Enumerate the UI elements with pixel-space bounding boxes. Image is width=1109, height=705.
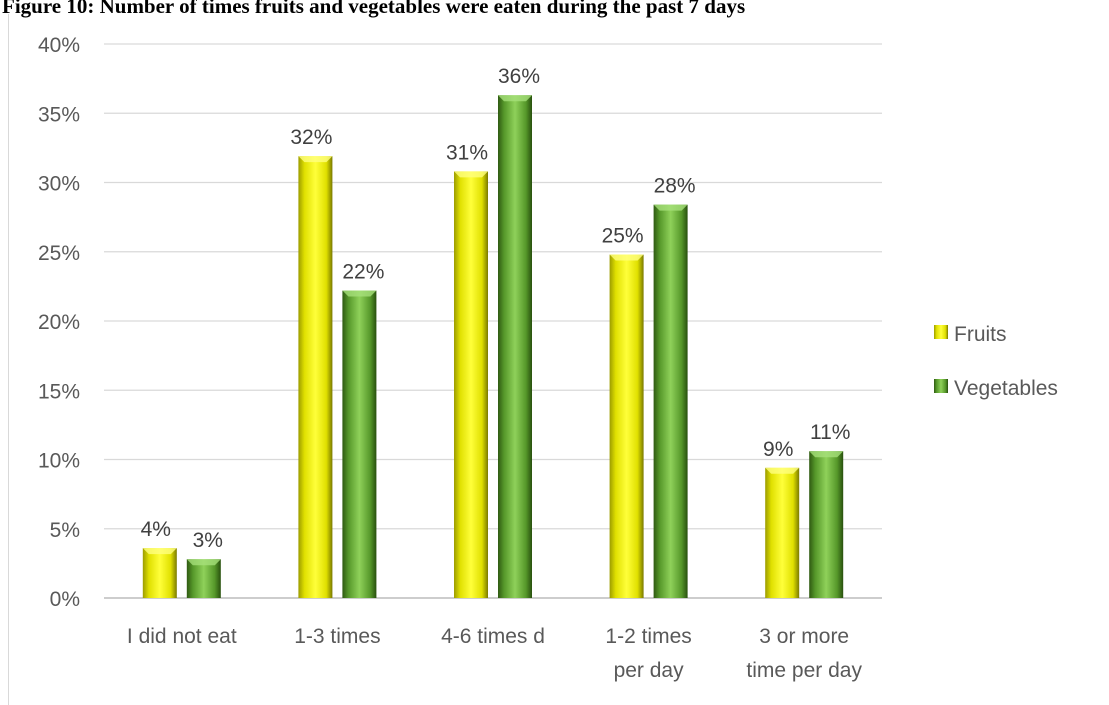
bar-bevel (809, 451, 844, 458)
bar-bevel (342, 290, 377, 297)
y-tick-label: 10% (38, 450, 80, 473)
x-tick-label: 1-3 times (294, 625, 380, 648)
bar-bevel (609, 254, 644, 261)
bar-vegetables (186, 559, 221, 598)
data-labels: 4% 3% 32% 22% 31% 36% 25% 28% 9% 11% (141, 65, 851, 552)
data-label-fruits: 31% (446, 141, 488, 164)
x-tick-label: I did not eat (127, 625, 237, 648)
bar-vegetables (342, 290, 377, 598)
bar-bevel (142, 548, 177, 555)
x-tick-label: per day (614, 659, 685, 682)
bar-bevel (298, 156, 333, 163)
y-tick-label: 35% (38, 103, 80, 126)
bar-vegetables (653, 204, 688, 598)
chart-title: Figure 10: Number of times fruits and ve… (2, 0, 746, 18)
x-axis: I did not eat 1-3 times 4-6 times d 1-2 tim… (127, 625, 863, 682)
bar-bevel (498, 95, 532, 102)
bar-vegetables (809, 451, 844, 598)
x-tick-label: 3 or more (759, 625, 849, 648)
legend-swatch-fruits (934, 325, 948, 339)
x-tick-label: 4-6 times d (441, 625, 545, 648)
legend-label: Fruits (954, 323, 1007, 346)
data-label-fruits: 9% (763, 438, 793, 461)
bar-fruits (454, 171, 488, 599)
y-tick-label: 5% (50, 519, 80, 542)
legend-item-vegetables: Vegetables (934, 377, 1058, 400)
bar-vegetables (498, 95, 532, 599)
y-tick-label: 15% (38, 380, 80, 403)
bar-fruits (142, 548, 177, 598)
data-label-vegetables: 11% (810, 421, 850, 444)
bar-bevel (653, 204, 688, 211)
legend: Fruits Vegetables (934, 323, 1058, 400)
data-label-fruits: 25% (602, 225, 644, 248)
y-tick-label: 40% (38, 34, 80, 57)
bars (142, 95, 844, 599)
data-label-vegetables: 36% (498, 65, 540, 88)
y-tick-label: 20% (38, 311, 80, 334)
legend-item-fruits: Fruits (934, 323, 1007, 346)
y-tick-label: 25% (38, 242, 80, 265)
data-label-vegetables: 22% (342, 261, 384, 284)
x-tick-label: 1-2 times (605, 625, 691, 648)
bar-bevel (765, 467, 800, 474)
legend-label: Vegetables (954, 377, 1058, 400)
data-label-fruits: 32% (290, 126, 332, 149)
y-tick-label: 0% (50, 588, 80, 611)
bar-fruits (765, 467, 800, 598)
y-tick-label: 30% (38, 173, 80, 196)
data-label-fruits: 4% (141, 518, 171, 541)
x-tick-label: time per day (746, 659, 862, 682)
bar-bevel (454, 171, 488, 178)
legend-swatch-vegetables (934, 379, 948, 393)
bar-bevel (186, 559, 221, 566)
y-axis: 0% 5% 10% 15% 20% 25% 30% 35% 40% (38, 34, 882, 611)
data-label-vegetables: 3% (193, 529, 223, 552)
chart-frame (8, 14, 1109, 705)
bar-fruits (298, 156, 333, 598)
data-label-vegetables: 28% (654, 175, 696, 198)
bar-fruits (609, 254, 644, 598)
